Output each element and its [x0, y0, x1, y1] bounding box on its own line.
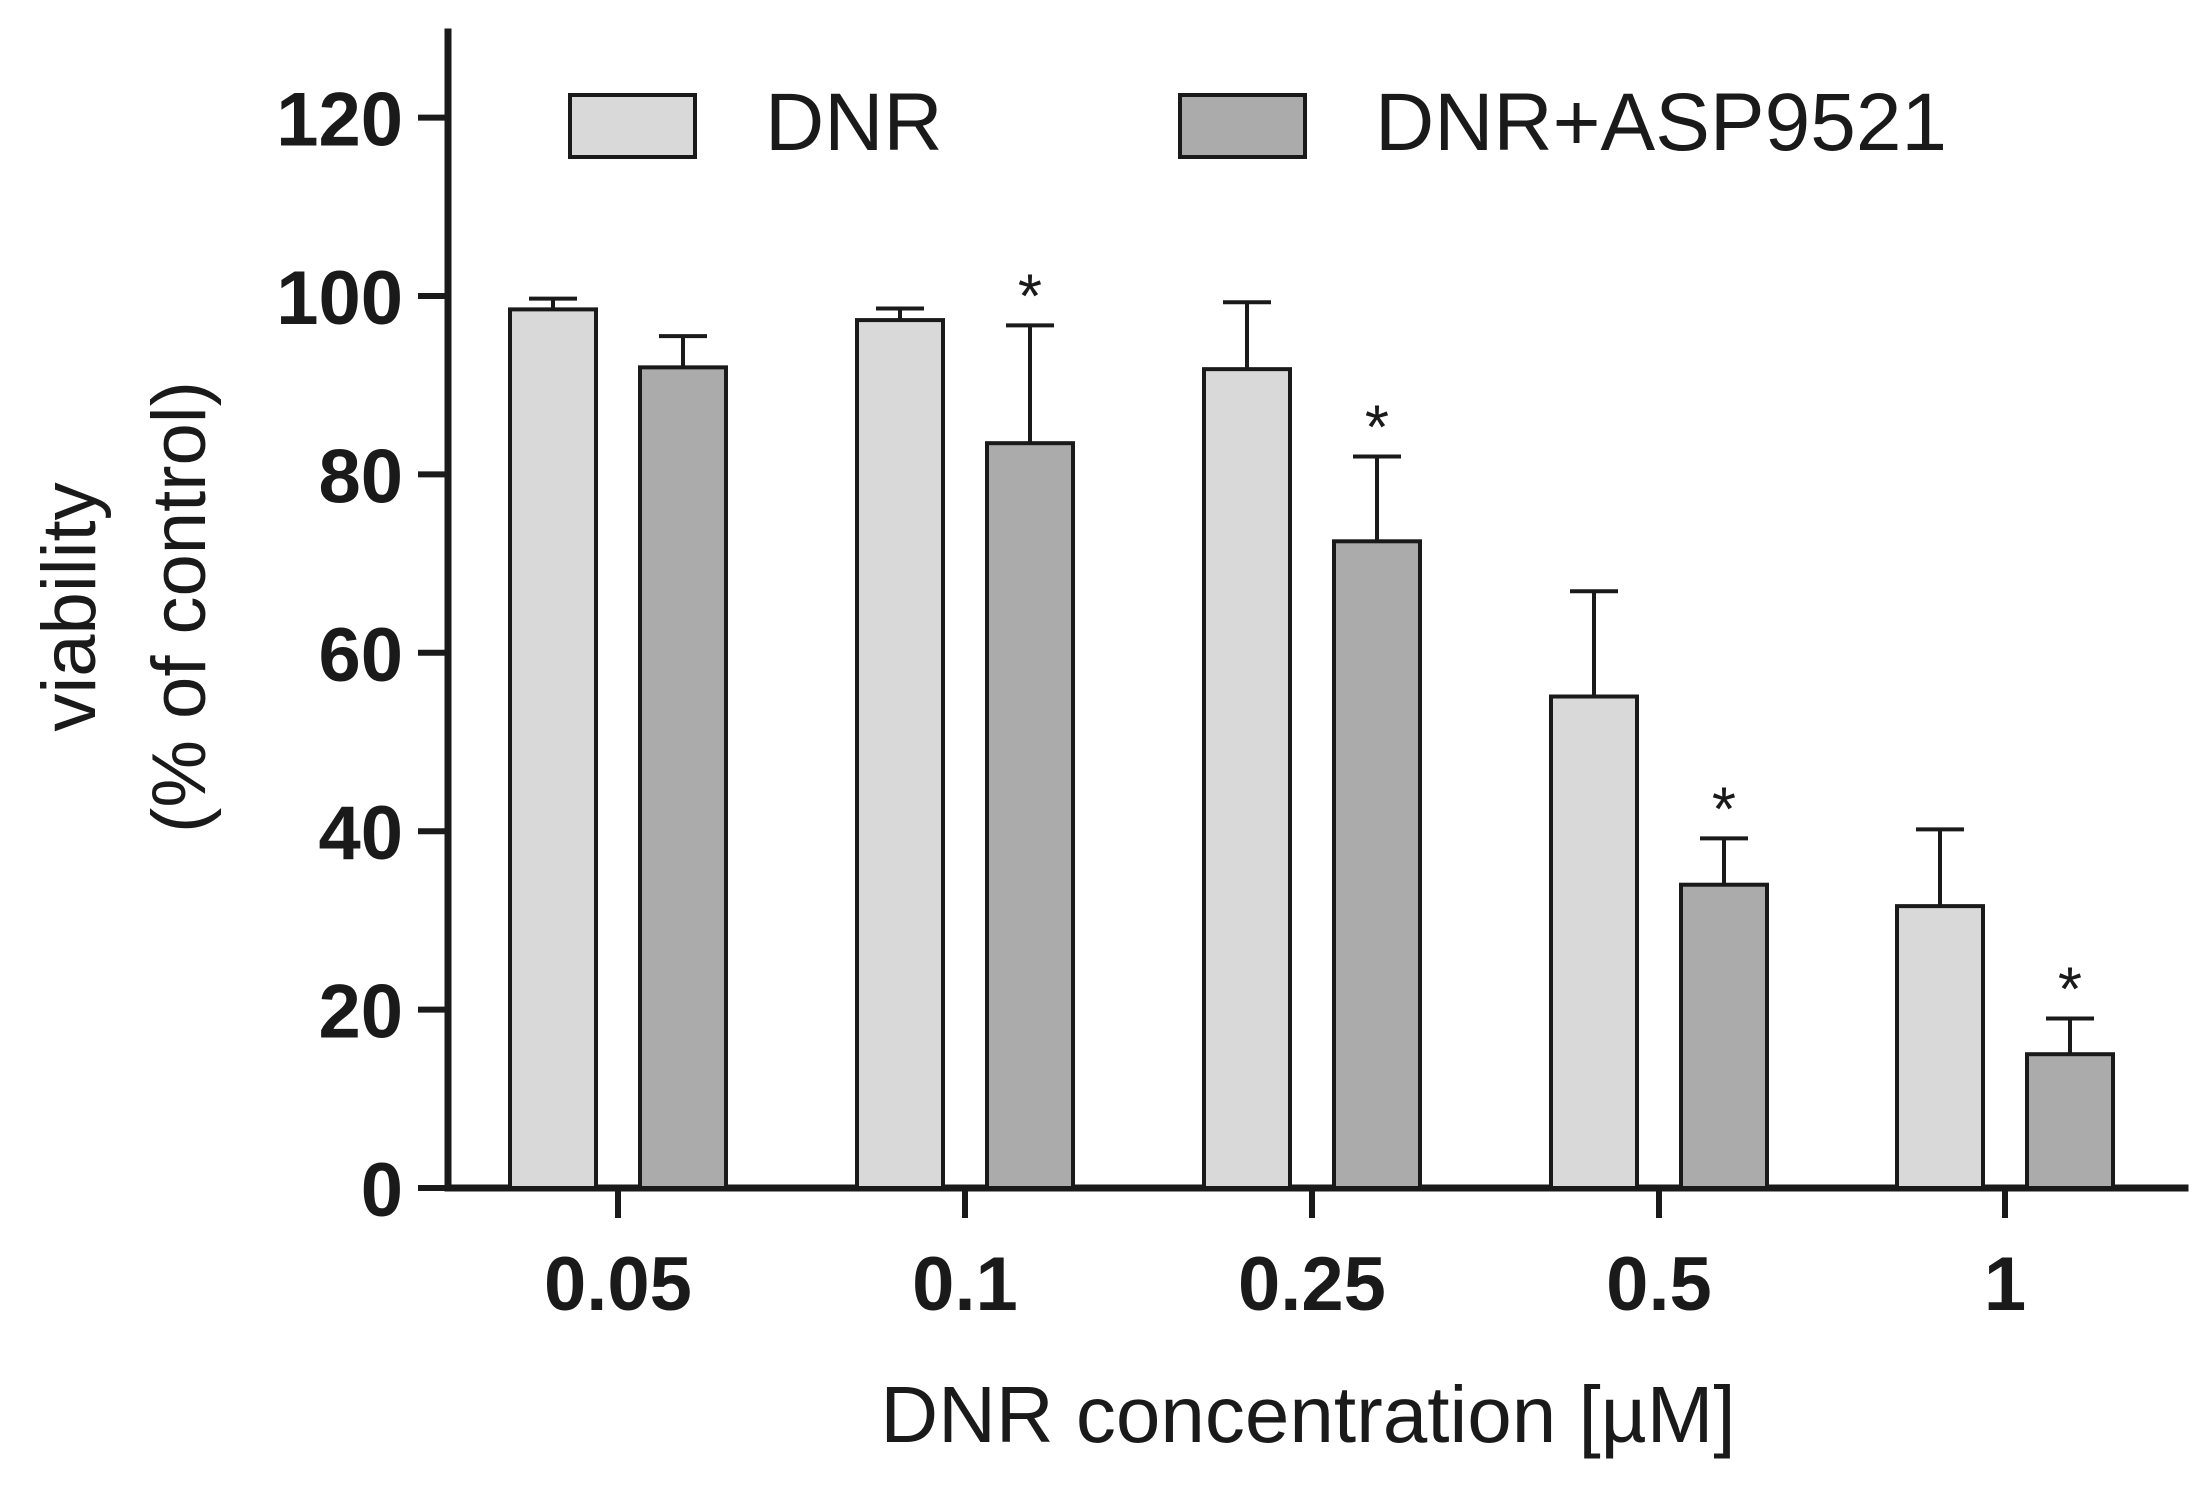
y-tick-label: 40	[318, 791, 403, 876]
x-tick-label: 0.5	[1606, 1242, 1712, 1327]
bar-dnr-0-25	[1202, 367, 1292, 1191]
significance-marker: *	[1712, 775, 1736, 844]
y-tick-label: 20	[318, 970, 403, 1055]
bar-dnr-0-1	[855, 318, 945, 1191]
significance-marker: *	[2058, 956, 2082, 1025]
y-ticks: 0 20 40 60 80 100 120	[276, 78, 448, 1233]
bar-dnr-0-05	[508, 307, 598, 1190]
y-axis-title-line1: viability	[27, 482, 112, 731]
bars	[508, 307, 2115, 1191]
y-tick-label: 120	[276, 78, 403, 163]
legend-swatch-dnr	[568, 93, 697, 159]
significance-markers: * * * *	[1018, 262, 2082, 1024]
x-tick-label: 0.1	[912, 1242, 1018, 1327]
error-bars	[529, 296, 2094, 1055]
y-tick-label: 100	[276, 256, 403, 341]
bar-dnr-asp9521-0-25	[1332, 539, 1422, 1190]
y-tick-label: 60	[318, 613, 403, 698]
y-axis-title-line2: (% of control)	[137, 381, 222, 833]
bar-dnr-asp9521-0-1	[985, 441, 1075, 1190]
bar-dnr-asp9521-0-5	[1679, 882, 1769, 1190]
legend-swatch-dnr-asp9521	[1178, 93, 1307, 159]
significance-marker: *	[1365, 394, 1389, 463]
x-ticks: 0.05 0.1 0.25 0.5 1	[544, 1188, 2026, 1327]
legend-label-dnr: DNR	[765, 77, 943, 168]
x-tick-label: 1	[1984, 1242, 2026, 1327]
bar-dnr-1	[1895, 904, 1985, 1190]
y-tick-label: 80	[318, 434, 403, 519]
y-tick-label: 0	[361, 1148, 403, 1233]
bar-dnr-0-5	[1549, 694, 1639, 1190]
legend: DNR DNR+ASP9521	[568, 77, 1947, 168]
bar-dnr-asp9521-0-05	[638, 365, 728, 1190]
x-tick-label: 0.05	[544, 1242, 692, 1327]
significance-marker: *	[1018, 262, 1042, 331]
x-axis-title: DNR concentration [µM]	[880, 1370, 1735, 1459]
x-tick-label: 0.25	[1238, 1242, 1386, 1327]
bar-dnr-asp9521-1	[2025, 1052, 2115, 1190]
legend-label-dnr-asp9521: DNR+ASP9521	[1375, 77, 1947, 168]
